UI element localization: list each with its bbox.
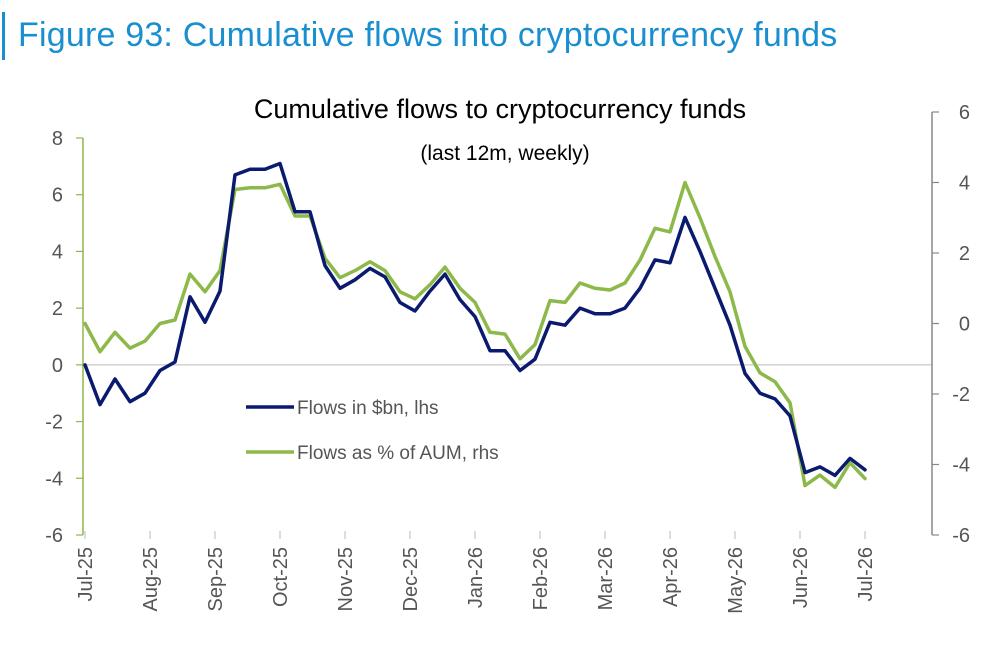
x-axis-tick-label: Oct-25 (270, 547, 292, 607)
right-axis-tick-label: -6 (952, 525, 970, 547)
x-axis-tick-label: Dec-25 (400, 547, 422, 611)
x-axis-tick-label: Jun-26 (790, 547, 812, 608)
right-axis-tick-label: -2 (952, 384, 970, 406)
left-axis-tick-label: -6 (45, 525, 63, 547)
chart-legend: Flows in $bn, lhs Flows as % of AUM, rhs (246, 398, 499, 464)
chart-subtitle: (last 12m, weekly) (420, 142, 589, 165)
left-axis-tick-label: 6 (52, 185, 63, 207)
figure-heading: Figure 93: Cumulative flows into cryptoc… (18, 16, 838, 54)
left-axis-tick-label: 4 (52, 241, 63, 263)
left-axis-tick-label: -4 (45, 468, 63, 490)
left-axis-tick-label: 0 (52, 355, 63, 377)
chart-title: Cumulative flows to cryptocurrency funds (254, 94, 746, 124)
series-line-flows-pct-aum (83, 180, 867, 490)
chart-series (83, 161, 867, 490)
x-axis-tick-label: Feb-26 (530, 547, 552, 610)
legend-label-flows-pct-aum: Flows as % of AUM, rhs (297, 443, 499, 464)
x-axis-tick-label: May-26 (725, 547, 747, 614)
x-axis-tick-label: Aug-25 (140, 547, 162, 612)
legend-label-flows-bn: Flows in $bn, lhs (297, 398, 439, 419)
x-axis-tick-label: Sep-25 (205, 547, 227, 612)
series-line-flows-bn (83, 161, 867, 478)
left-axis-tick-label: 8 (52, 128, 63, 150)
x-axis-tick-label: Jul-25 (75, 547, 97, 601)
chart-axes: -6 -4 -2 0 2 4 6 8 -6 -4 -2 0 2 4 6 Jul-25 Aug-25 Sep-25 O… (45, 102, 970, 614)
x-axis-tick-label: Nov-25 (335, 547, 357, 611)
right-axis-tick-label: 0 (959, 314, 970, 336)
figure-header: Figure 93: Cumulative flows into cryptoc… (0, 0, 1000, 62)
x-axis-tick-label: Jul-26 (855, 547, 877, 601)
x-axis-tick-label: Mar-26 (595, 547, 617, 610)
x-axis-tick-label: Apr-26 (660, 547, 682, 607)
left-axis-tick-label: -2 (45, 412, 63, 434)
x-axis-tick-label: Jan-26 (465, 547, 487, 608)
right-axis-tick-label: 6 (959, 102, 970, 124)
right-axis-tick-label: 4 (959, 173, 970, 195)
right-axis-tick-label: -4 (952, 455, 970, 477)
figure-accent-bar (2, 12, 5, 60)
right-axis-tick-label: 2 (959, 243, 970, 265)
left-axis-tick-label: 2 (52, 298, 63, 320)
